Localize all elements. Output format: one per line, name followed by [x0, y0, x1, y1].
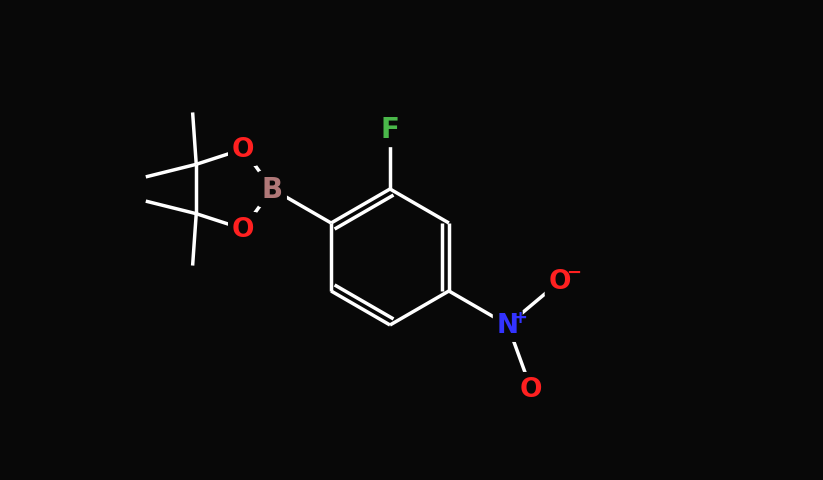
Text: −: −: [566, 264, 581, 282]
Text: O: O: [232, 216, 254, 242]
Text: B: B: [262, 176, 283, 204]
Text: O: O: [520, 376, 542, 402]
Text: N: N: [497, 312, 518, 338]
Text: F: F: [380, 116, 399, 144]
Text: O: O: [232, 137, 254, 163]
Text: O: O: [549, 269, 571, 295]
Text: +: +: [512, 308, 528, 326]
